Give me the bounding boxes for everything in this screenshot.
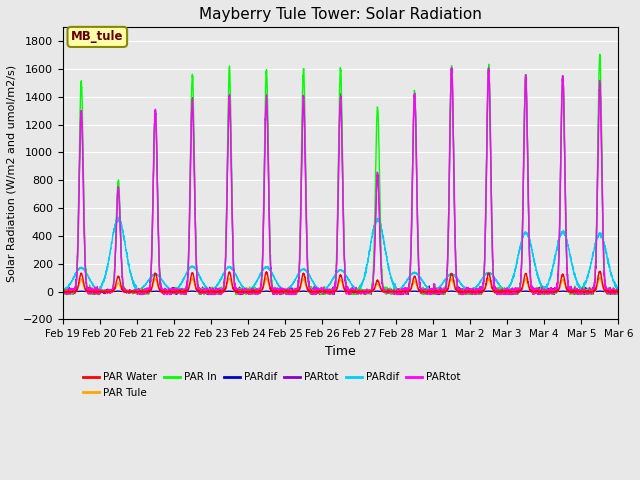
- PAR In: [61, 291, 68, 297]
- PAR Water: [435, 289, 442, 295]
- PAR Tule: [614, 289, 621, 295]
- PARtot: [159, 288, 166, 294]
- PAR Water: [536, 289, 543, 295]
- PAR Water: [614, 289, 622, 295]
- PAR Tule: [159, 289, 166, 295]
- PAR In: [497, 288, 504, 294]
- Line: PAR Tule: PAR Tule: [63, 277, 618, 292]
- PARtot: [614, 291, 621, 297]
- PARtot: [465, 289, 473, 295]
- PARdif: [614, 288, 621, 294]
- PAR In: [59, 288, 67, 294]
- PARdif: [159, 288, 166, 294]
- PAR Water: [320, 289, 328, 295]
- PARdif: [320, 288, 328, 294]
- PARdif: [465, 288, 473, 293]
- PAR In: [614, 288, 622, 294]
- PARtot: [614, 288, 621, 294]
- Line: PAR Water: PAR Water: [63, 271, 618, 292]
- PAR Water: [596, 268, 604, 274]
- Y-axis label: Solar Radiation (W/m2 and umol/m2/s): Solar Radiation (W/m2 and umol/m2/s): [7, 65, 17, 282]
- PARtot: [59, 288, 67, 294]
- PARdif: [465, 288, 473, 294]
- PARdif: [614, 288, 622, 294]
- PARdif: [435, 288, 442, 294]
- PAR Tule: [497, 288, 504, 294]
- Line: PARdif: PARdif: [63, 217, 618, 291]
- PAR Water: [465, 288, 473, 294]
- Line: PARtot: PARtot: [63, 68, 618, 294]
- PARdif: [497, 288, 504, 294]
- PAR Water: [159, 288, 166, 294]
- PAR In: [614, 287, 621, 293]
- PAR In: [596, 51, 604, 57]
- PARtot: [447, 65, 455, 71]
- PAR In: [435, 290, 442, 296]
- PAR Tule: [596, 275, 604, 280]
- PARdif: [115, 214, 122, 220]
- PARtot: [435, 288, 442, 294]
- PAR Water: [59, 288, 67, 294]
- PARdif: [484, 288, 492, 294]
- PAR In: [320, 288, 328, 293]
- PARdif: [435, 285, 442, 291]
- PAR Tule: [59, 288, 67, 294]
- PAR Water: [497, 288, 504, 294]
- PAR Tule: [465, 289, 473, 295]
- PARtot: [484, 65, 492, 71]
- PARdif: [159, 278, 166, 284]
- PARtot: [65, 291, 72, 297]
- PARtot: [465, 288, 473, 294]
- Title: Mayberry Tule Tower: Solar Radiation: Mayberry Tule Tower: Solar Radiation: [199, 7, 482, 22]
- PARdif: [59, 288, 67, 294]
- PARtot: [435, 289, 442, 295]
- Line: PAR In: PAR In: [63, 54, 618, 294]
- PAR In: [465, 288, 473, 294]
- PARdif: [320, 287, 328, 293]
- PARdif: [497, 284, 504, 289]
- PARdif: [613, 288, 621, 294]
- PARtot: [63, 291, 71, 297]
- PARdif: [614, 288, 622, 294]
- Line: PARtot: PARtot: [63, 68, 618, 294]
- Text: MB_tule: MB_tule: [71, 30, 124, 43]
- PAR In: [159, 288, 166, 294]
- PARdif: [59, 287, 67, 293]
- PARtot: [59, 288, 67, 293]
- PARtot: [497, 288, 504, 294]
- PARtot: [320, 287, 328, 293]
- PAR Tule: [320, 288, 328, 294]
- X-axis label: Time: Time: [325, 345, 356, 358]
- PARtot: [497, 290, 504, 296]
- PARtot: [614, 289, 622, 295]
- PARtot: [614, 289, 622, 295]
- PAR Tule: [435, 288, 442, 294]
- Legend: PAR Water, PAR Tule, PAR In, PARdif, PARtot, PARdif, PARtot: PAR Water, PAR Tule, PAR In, PARdif, PAR…: [79, 368, 465, 402]
- PARtot: [320, 288, 328, 294]
- PARdif: [614, 287, 621, 292]
- PARtot: [159, 287, 166, 293]
- PAR Tule: [614, 289, 622, 295]
- PAR Tule: [205, 289, 212, 295]
- PAR Water: [614, 289, 621, 295]
